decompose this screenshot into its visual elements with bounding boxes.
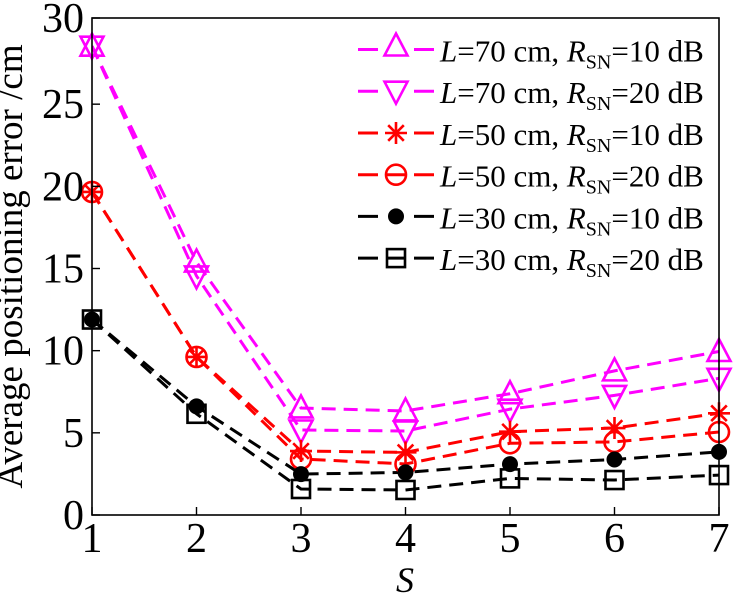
svg-text:L=50 cm, RSN=20 dB: L=50 cm, RSN=20 dB (439, 159, 704, 199)
svg-text:7: 7 (709, 516, 730, 562)
svg-text:L=70 cm, RSN=10 dB: L=70 cm, RSN=10 dB (439, 34, 704, 74)
svg-text:10: 10 (42, 329, 84, 375)
svg-text:6: 6 (604, 516, 625, 562)
svg-text:2: 2 (186, 516, 207, 562)
svg-text:30: 30 (42, 0, 84, 42)
svg-text:25: 25 (42, 82, 84, 128)
svg-text:L=30 cm, RSN=20 dB: L=30 cm, RSN=20 dB (439, 242, 704, 282)
svg-text:L=30 cm, RSN=10 dB: L=30 cm, RSN=10 dB (439, 200, 704, 240)
svg-text:4: 4 (395, 516, 416, 562)
svg-text:3: 3 (291, 516, 312, 562)
svg-text:L=50 cm, RSN=10 dB: L=50 cm, RSN=10 dB (439, 117, 704, 157)
svg-text:S: S (396, 560, 414, 600)
svg-text:1: 1 (82, 516, 103, 562)
svg-text:Average positioning error /cm: Average positioning error /cm (0, 44, 31, 488)
svg-text:0: 0 (63, 493, 84, 539)
svg-text:5: 5 (500, 516, 521, 562)
svg-text:15: 15 (42, 247, 84, 293)
svg-text:20: 20 (42, 164, 84, 210)
svg-text:5: 5 (63, 411, 84, 457)
svg-text:L=70 cm, RSN=20 dB: L=70 cm, RSN=20 dB (439, 75, 704, 115)
